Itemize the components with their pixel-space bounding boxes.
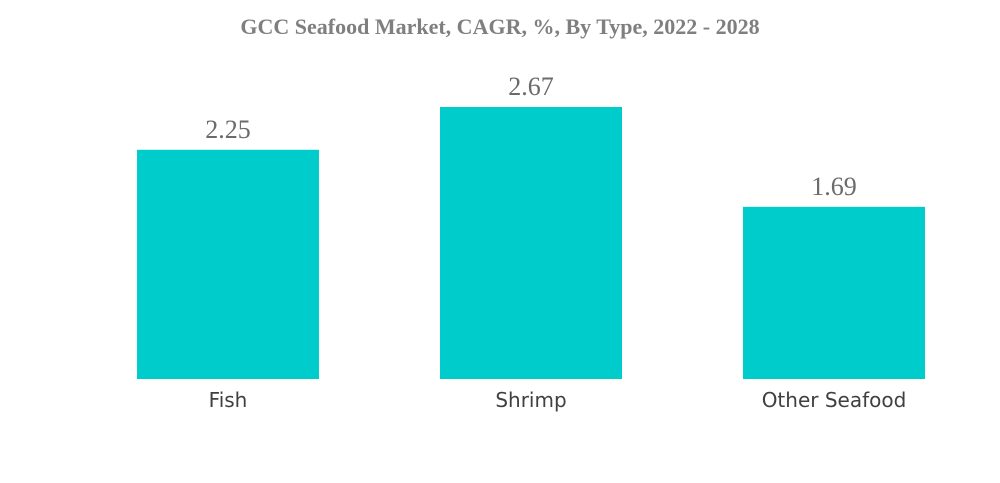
data-label: 2.25 — [205, 115, 251, 144]
bar-fish — [137, 149, 319, 379]
bar-other-seafood — [743, 206, 925, 379]
data-label: 1.69 — [811, 172, 857, 201]
chart-title: GCC Seafood Market, CAGR, %, By Type, 20… — [240, 14, 760, 39]
category-label: Shrimp — [495, 388, 566, 412]
data-label: 2.67 — [508, 72, 554, 101]
bar-shrimp — [440, 107, 622, 379]
category-label: Fish — [209, 388, 248, 412]
category-label: Other Seafood — [762, 388, 907, 412]
